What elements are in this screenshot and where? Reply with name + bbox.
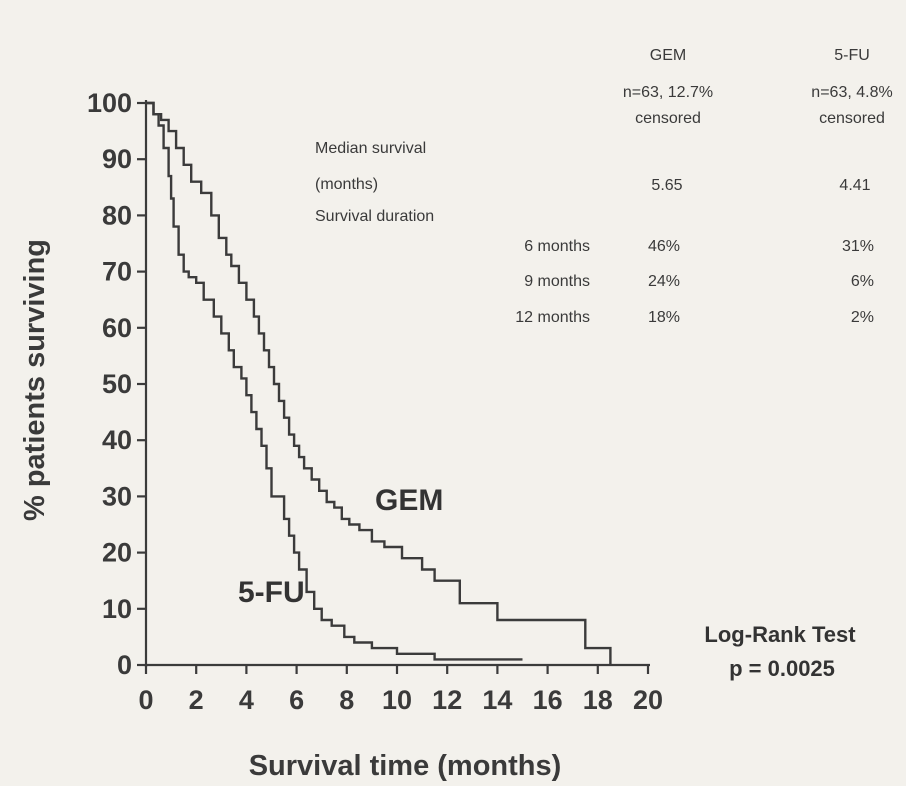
gem-column-detail: n=63, 12.7% [623,84,713,101]
row-6-months-5fu: 31% [842,238,874,255]
y-axis-ticks: 0 10 20 30 40 50 60 70 80 90 100 [87,88,146,680]
row-12-months-label: 12 months [515,309,590,326]
x-tick-label: 16 [533,685,563,715]
gem-median-value: 5.65 [651,177,682,194]
5fu-column-note: censored [819,110,885,127]
gem-column-note: censored [635,110,701,127]
y-tick-label: 30 [102,481,132,511]
row-9-months-gem: 24% [648,273,680,290]
survival-duration-label: Survival duration [315,208,434,225]
x-tick-label: 8 [339,685,354,715]
x-tick-label: 12 [432,685,462,715]
x-axis-title: Survival time (months) [249,750,562,782]
y-tick-label: 0 [117,650,132,680]
y-tick-label: 100 [87,88,132,118]
y-tick-label: 50 [102,369,132,399]
y-tick-label: 80 [102,200,132,230]
x-tick-label: 0 [138,685,153,715]
y-axis-title: % patients surviving [19,239,51,521]
gem-survival-curve [146,101,612,665]
5fu-series-label: 5-FU [238,576,305,609]
y-tick-label: 60 [102,313,132,343]
y-tick-label: 40 [102,425,132,455]
median-label-line1: Median survival [315,140,426,157]
x-tick-label: 4 [239,685,254,715]
logrank-pvalue: p = 0.0025 [729,656,835,681]
5fu-column-header: 5-FU [834,47,870,64]
gem-column-header: GEM [650,47,686,64]
x-tick-label: 18 [583,685,613,715]
row-12-months-gem: 18% [648,309,680,326]
row-9-months-label: 9 months [524,273,590,290]
row-12-months-5fu: 2% [851,309,874,326]
x-tick-label: 14 [482,685,512,715]
row-6-months-label: 6 months [524,238,590,255]
gem-series-label: GEM [375,484,443,517]
inset-table: GEM n=63, 12.7% censored 5-FU n=63, 4.8%… [315,47,893,326]
y-tick-label: 90 [102,144,132,174]
x-tick-label: 6 [289,685,304,715]
x-tick-label: 10 [382,685,412,715]
5fu-column-detail: n=63, 4.8% [811,84,892,101]
row-9-months-5fu: 6% [851,273,874,290]
5fu-median-value: 4.41 [839,177,870,194]
x-tick-label: 20 [633,685,663,715]
row-6-months-gem: 46% [648,238,680,255]
5fu-survival-curve [146,101,523,661]
median-label-line2: (months) [315,176,378,193]
y-tick-label: 70 [102,257,132,287]
y-tick-label: 20 [102,538,132,568]
logrank-title: Log-Rank Test [704,622,856,647]
x-tick-label: 2 [189,685,204,715]
x-axis-ticks: 0 2 4 6 8 10 12 14 16 18 20 [138,665,663,715]
y-tick-label: 10 [102,594,132,624]
